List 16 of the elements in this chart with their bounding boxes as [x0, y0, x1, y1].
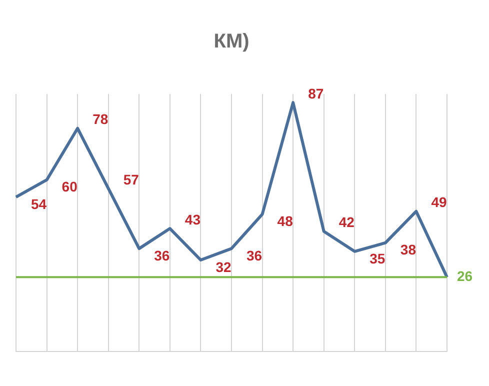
data-label: 32	[216, 258, 232, 275]
data-label: 54	[31, 196, 47, 212]
data-label: 78	[92, 111, 108, 128]
data-label: 42	[338, 214, 355, 230]
data-label: 36	[246, 247, 262, 264]
data-label: 38	[400, 242, 416, 258]
chart-title: КМ)	[214, 30, 250, 53]
data-label: 36	[154, 247, 170, 264]
data-label: 35	[370, 250, 386, 266]
data-label: 60	[62, 178, 78, 195]
data-label: 57	[123, 171, 140, 188]
ref-line-label: 26	[457, 268, 473, 284]
data-label: 43	[184, 211, 201, 228]
data-label: 48	[277, 213, 294, 230]
data-label: 87	[308, 85, 324, 102]
data-label: 49	[431, 194, 447, 210]
